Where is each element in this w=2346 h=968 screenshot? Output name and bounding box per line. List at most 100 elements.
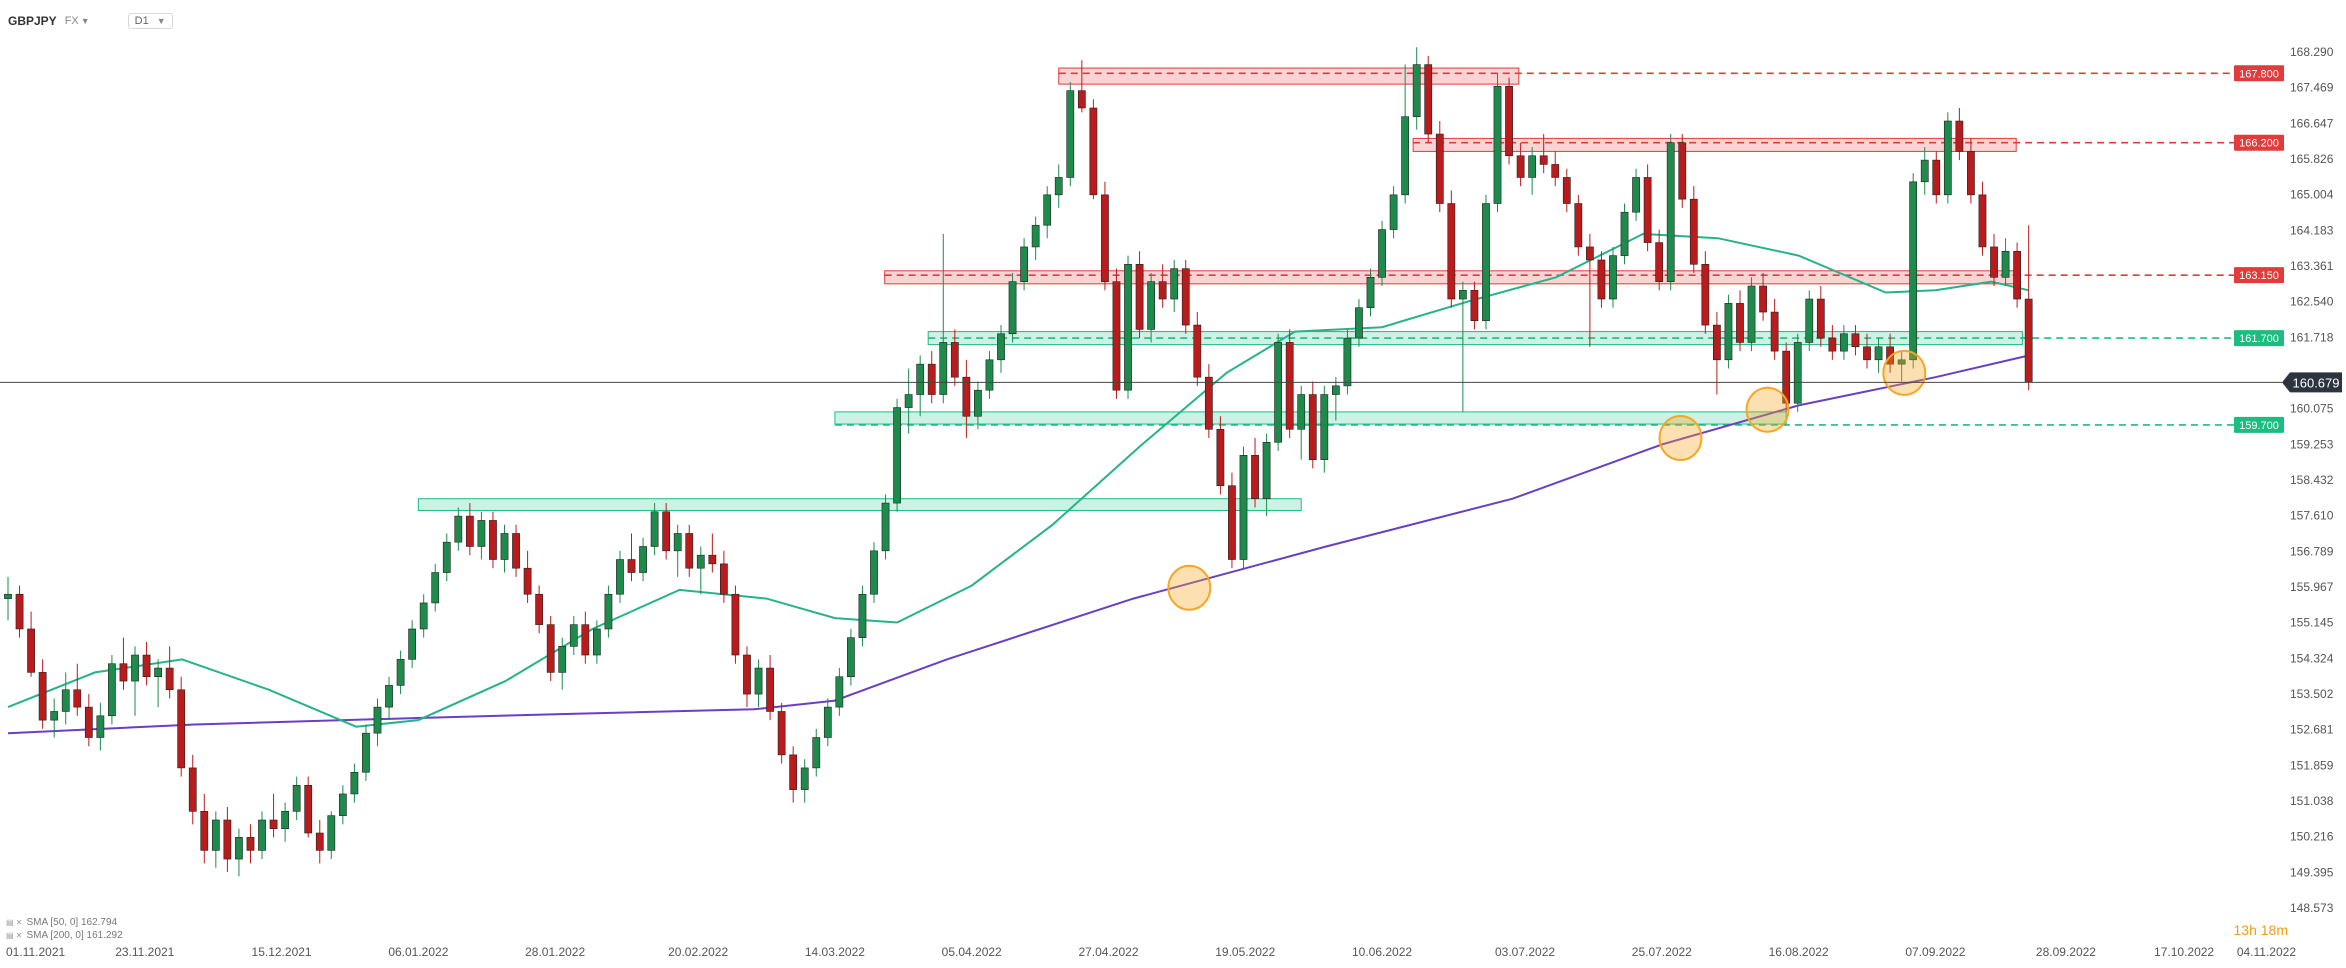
candle-body (327, 815, 336, 851)
candle-body (639, 546, 647, 573)
candle-body (431, 572, 440, 604)
candle (512, 524, 520, 577)
candle (1447, 190, 1456, 308)
current-price-label: 160.679 (2293, 375, 2340, 390)
candle (1943, 112, 1952, 204)
x-tick-label: 10.06.2022 (1352, 945, 1412, 959)
candle (974, 381, 982, 430)
candle-body (1920, 159, 1929, 183)
candle-body (131, 654, 139, 682)
y-tick-label: 150.216 (2290, 830, 2334, 844)
candle (1077, 60, 1086, 113)
candle (1689, 186, 1698, 273)
candle (1759, 272, 1767, 321)
candle (627, 533, 636, 582)
candle-body (258, 819, 266, 851)
candle-body (1216, 428, 1225, 487)
candle-body (1112, 281, 1121, 391)
candle-body (523, 567, 532, 595)
candle-body (616, 559, 624, 595)
candle (1851, 325, 1860, 356)
candle (269, 793, 278, 838)
candle-body (350, 771, 359, 795)
x-axis[interactable]: 01.11.2021 23.11.2021 15.12.2021 06.01.2022… (6, 945, 2296, 959)
eye-icon[interactable]: ▤ ✕ (6, 931, 23, 940)
candle (1609, 246, 1617, 308)
x-tick-label: 14.03.2022 (805, 945, 865, 959)
candle (1967, 138, 1975, 204)
candle (235, 828, 243, 877)
candle-body (939, 342, 948, 395)
candle-body (985, 359, 994, 391)
candle (223, 806, 232, 873)
y-tick-label: 166.647 (2290, 116, 2334, 130)
y-tick-label: 168.290 (2290, 45, 2334, 59)
y-tick-label: 167.469 (2290, 81, 2334, 95)
y-tick-label: 163.361 (2290, 259, 2334, 273)
candle-body (1170, 268, 1179, 300)
candle-body (1043, 194, 1052, 226)
candle-body (1077, 90, 1086, 109)
candle (154, 659, 162, 708)
candle (211, 811, 220, 868)
symbol-label[interactable]: GBPJPY (8, 14, 57, 28)
candle-body (997, 333, 1005, 361)
candle-body (1412, 64, 1421, 117)
legend-sma50[interactable]: ▤ ✕ SMA [50, 0] 162.794 (6, 916, 123, 929)
candle-body (38, 672, 47, 721)
eye-icon[interactable]: ▤ ✕ (6, 918, 23, 927)
candle-body (1932, 159, 1941, 196)
candle (893, 398, 901, 512)
candle-body (812, 737, 821, 769)
candle-body (1747, 285, 1756, 343)
candle (338, 785, 347, 825)
candle (1551, 151, 1560, 187)
candle-body (338, 793, 347, 816)
candle (766, 655, 774, 721)
y-tick-label: 153.502 (2290, 687, 2334, 701)
candle-body (1805, 298, 1814, 343)
candle-body (1990, 246, 1998, 278)
y-tick-label: 155.145 (2290, 616, 2334, 630)
y-tick-label: 165.826 (2290, 152, 2334, 166)
candle (1597, 251, 1606, 308)
candle (362, 724, 370, 781)
y-axis[interactable]: 168.290 167.469 166.647 165.826 165.004 164.1… (2290, 45, 2334, 915)
candle (881, 494, 890, 560)
candle (997, 325, 1005, 373)
x-tick-label: 03.07.2022 (1495, 945, 1555, 959)
y-tick-label: 154.324 (2290, 651, 2334, 665)
candle (1528, 147, 1537, 195)
timeframe-select[interactable]: D1 ▼ (127, 13, 173, 29)
y-tick-label: 161.718 (2290, 330, 2334, 344)
chevron-down-icon[interactable]: ▼ (80, 16, 90, 26)
candle-body (904, 394, 913, 408)
candle-body (1239, 455, 1248, 560)
candle (1932, 151, 1941, 204)
candle (546, 615, 555, 682)
candle (61, 672, 70, 725)
candle-body (1482, 203, 1490, 322)
level-tag-bg (2234, 134, 2284, 151)
level-label: 163.150 (2239, 270, 2279, 282)
candle-body (1713, 324, 1721, 361)
candle (1412, 47, 1421, 130)
candle-body (1724, 303, 1733, 361)
candle-body (1424, 64, 1433, 135)
legend-sma200[interactable]: ▤ ✕ SMA [200, 0] 161.292 (6, 929, 123, 942)
candle-body (1701, 263, 1710, 326)
candle (1020, 238, 1028, 291)
candle (1874, 338, 1883, 373)
candle (754, 659, 763, 708)
x-tick-label: 04.11.2022 (2237, 945, 2296, 959)
x-tick-label: 28.09.2022 (2036, 945, 2096, 959)
candle-body (569, 624, 578, 647)
candle-body (1574, 203, 1583, 248)
level-label: 166.200 (2239, 138, 2279, 150)
market-label[interactable]: FX ▼ (64, 15, 90, 27)
touch-point-marker (1658, 414, 1703, 461)
candle-body (893, 407, 901, 504)
touch-point-marker (1882, 349, 1927, 396)
y-tick-label: 159.253 (2290, 437, 2334, 451)
